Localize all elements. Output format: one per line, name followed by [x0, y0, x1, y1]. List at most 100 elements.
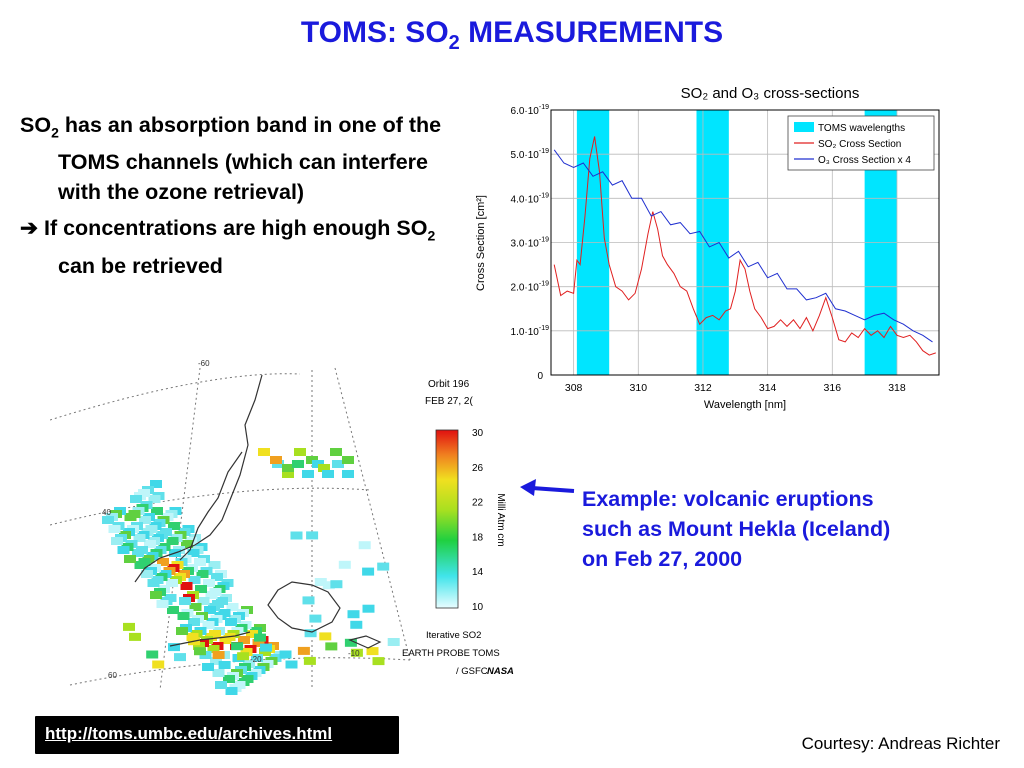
- x-tick-label: 310: [630, 382, 648, 394]
- so2-pixel: [187, 549, 200, 557]
- so2-pixel: [212, 651, 225, 659]
- so2-pixel: [215, 681, 227, 689]
- so2-pixel: [139, 516, 151, 524]
- so2-pixel: [181, 540, 193, 548]
- so2-pixel: [212, 669, 225, 677]
- y-tick-label: 5.0·10-19: [511, 148, 550, 161]
- caption-line-1: Iterative SO2: [426, 630, 481, 641]
- so2-pixel: [177, 612, 190, 620]
- so2-pixel: [196, 570, 209, 578]
- courtesy-credit: Courtesy: Andreas Richter: [801, 734, 1000, 753]
- so2-pixel: [129, 632, 141, 641]
- so2-pixel: [330, 580, 343, 589]
- so2-pixel: [325, 642, 338, 651]
- so2-pixel: [279, 650, 292, 659]
- so2-pixel: [133, 534, 146, 542]
- so2-pixel: [179, 597, 191, 605]
- coastlines: [134, 374, 382, 649]
- so2-pixel: [204, 606, 216, 614]
- so2-pixel: [260, 643, 272, 652]
- so2-pixel: [240, 648, 253, 656]
- colorbar-tick-label: 22: [472, 498, 484, 509]
- so2-pixel: [188, 576, 201, 584]
- so2-pixel: [130, 495, 142, 503]
- so2-pixel: [132, 549, 144, 557]
- so2-pixel: [210, 657, 222, 665]
- colorbar-tick-label: 14: [472, 567, 484, 578]
- so2-pixel: [294, 448, 306, 456]
- bullet-list: SO2 has an absorption band in one of the…: [20, 110, 460, 287]
- so2-pixel: [202, 621, 215, 629]
- archive-link[interactable]: http://toms.umbc.edu/archives.html: [45, 724, 333, 743]
- x-tick-label: 314: [759, 382, 777, 394]
- legend-entry: TOMS wavelengths: [818, 123, 905, 134]
- so2-pixel: [219, 636, 232, 644]
- x-tick-label: 308: [565, 382, 583, 394]
- so2-pixel: [318, 464, 330, 472]
- so2-pixel: [195, 585, 207, 593]
- so2-map-svg: -60 -20 -10 60 40 Orbit 196 FEB 27, 2( 3…: [49, 359, 514, 718]
- colorbar-tick-label: 10: [472, 602, 484, 613]
- y-tick-label: 0: [537, 371, 543, 382]
- so2-pixel: [304, 629, 317, 638]
- so2-pixel: [231, 642, 244, 651]
- so2-pixel: [358, 541, 371, 550]
- so2-pixel: [237, 652, 250, 661]
- so2-pixel: [189, 603, 202, 611]
- pointer-arrow-icon: [520, 479, 575, 496]
- so2-pixel: [347, 610, 360, 619]
- so2-pixel: [157, 558, 169, 566]
- so2-pixel: [372, 657, 385, 666]
- so2-pixel: [377, 562, 390, 571]
- so2-pixel: [150, 480, 162, 488]
- so2-pixel: [166, 537, 179, 545]
- so2-pixel: [322, 470, 334, 478]
- so2-pixel: [290, 531, 303, 540]
- map-date: FEB 27, 2(: [425, 396, 473, 407]
- slide-title: TOMS: SO2 MEASUREMENTS: [300, 16, 724, 54]
- so2-pixel: [302, 470, 314, 478]
- so2-pixel: [223, 675, 235, 683]
- so2-pixel: [251, 654, 263, 662]
- so2-pixel: [254, 633, 266, 642]
- caption-line-2: EARTH PROBE TOMS: [402, 648, 500, 659]
- colorbar-tick-label: 30: [472, 428, 484, 439]
- so2-pixel: [123, 622, 135, 631]
- so2-map-figure: -60 -20 -10 60 40 Orbit 196 FEB 27, 2( 3…: [49, 359, 560, 722]
- so2-pixel: [303, 656, 316, 665]
- so2-pixel: [282, 464, 294, 472]
- so2-pixel: [146, 650, 159, 659]
- so2-pixel: [309, 614, 322, 623]
- example-caption: Example: volcanic eruptions such as Moun…: [582, 487, 891, 571]
- y-tick-label: 4.0·10-19: [511, 192, 550, 205]
- so2-pixel: [203, 579, 215, 587]
- x-tick-label: 316: [824, 382, 842, 394]
- so2-pixel: [226, 603, 239, 611]
- so2-pixel: [238, 636, 250, 644]
- so2-pixel: [362, 604, 375, 613]
- svg-text:-20: -20: [250, 655, 262, 664]
- legend-swatch-toms: [794, 122, 814, 132]
- colorbar-tick-label: 18: [472, 532, 484, 543]
- so2-series-line: [553, 136, 936, 356]
- svg-text:40: 40: [102, 508, 111, 517]
- so2-pixel: [150, 591, 162, 599]
- chart-legend: TOMS wavelengths SO₂ Cross Section O₃ Cros…: [787, 115, 935, 171]
- svg-text:60: 60: [108, 671, 117, 680]
- y-axis-label: Cross Section [cm²]: [475, 195, 487, 291]
- colorbar: [435, 429, 459, 609]
- y-tick-label: 3.0·10-19: [511, 237, 550, 250]
- nasa-logo: NASA: [487, 666, 514, 677]
- chart-title: SO₂ and O₃ cross-sections: [681, 85, 860, 102]
- x-axis-label: Wavelength [nm]: [704, 399, 786, 411]
- so2-pixel: [167, 606, 179, 614]
- so2-pixel: [387, 638, 400, 646]
- so2-pixel: [292, 460, 304, 468]
- so2-pixel: [314, 578, 327, 586]
- so2-pixel: [144, 540, 156, 548]
- so2-pixel: [124, 513, 137, 521]
- so2-pixel: [194, 647, 206, 656]
- so2-pixel: [186, 633, 199, 641]
- so2-pixel: [151, 507, 163, 515]
- so2-pixel: [225, 687, 238, 695]
